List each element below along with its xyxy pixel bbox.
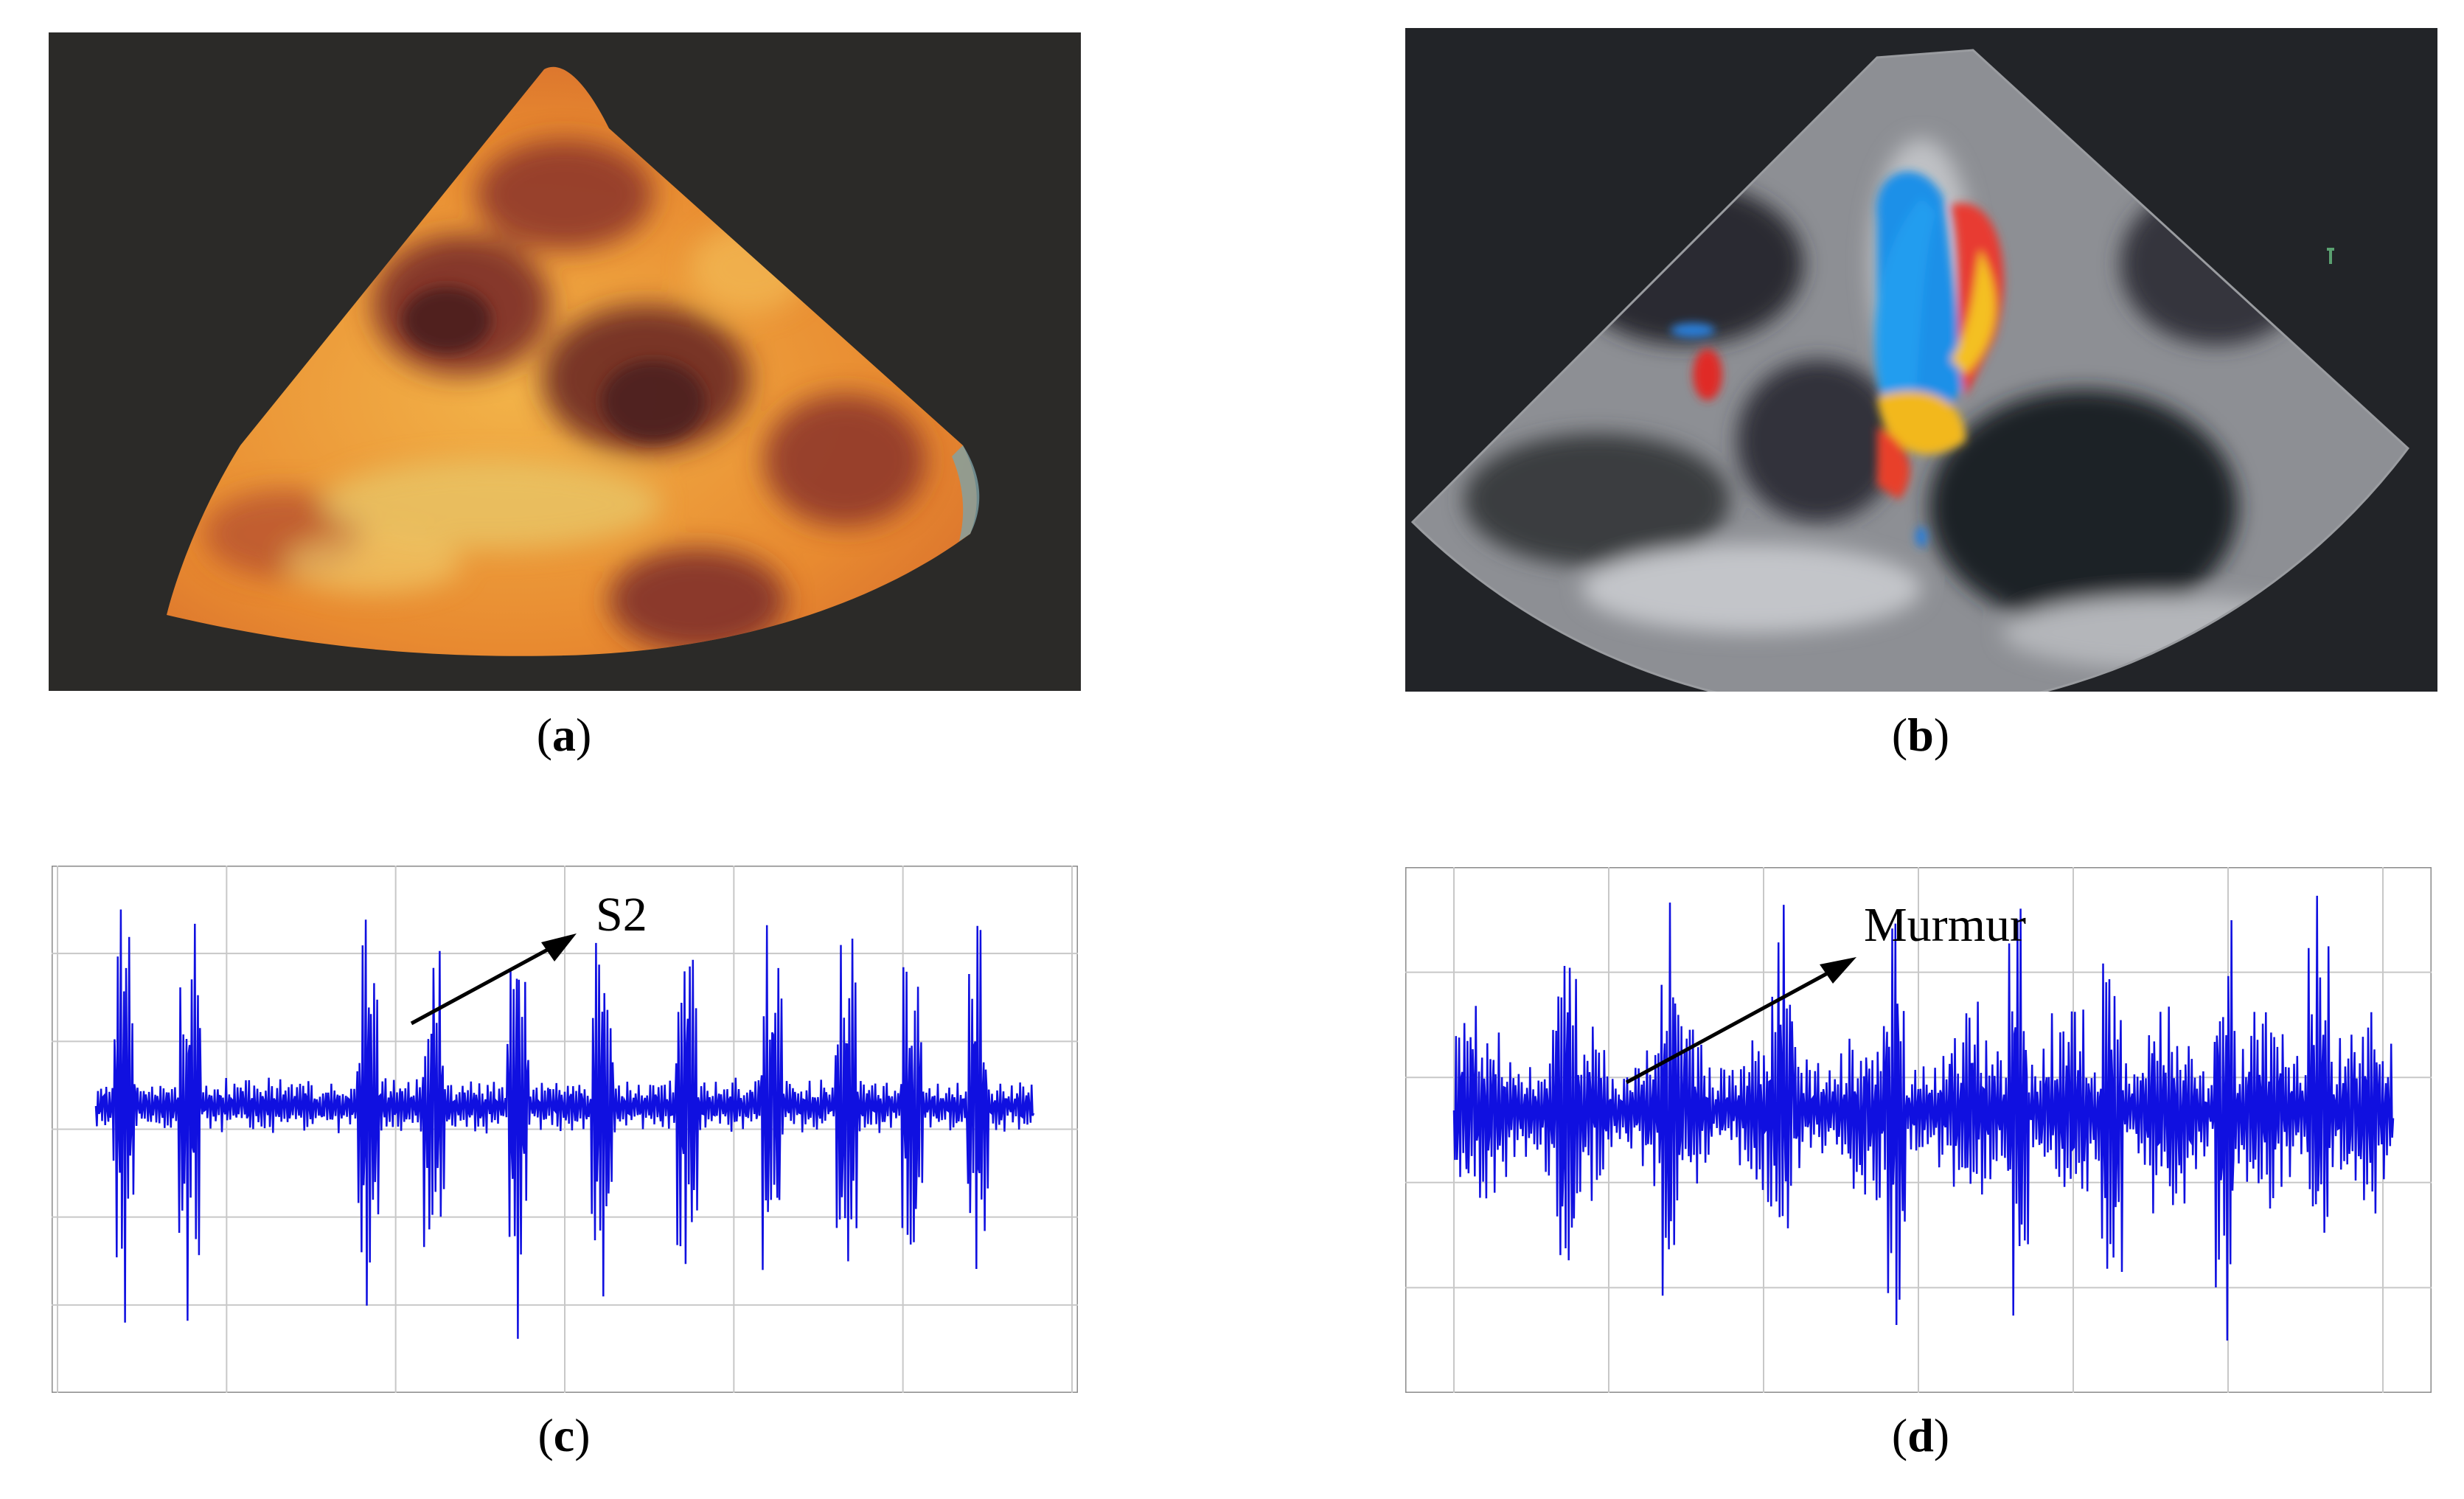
caption-d: (d) bbox=[1891, 1409, 1950, 1461]
caption-b: (b) bbox=[1891, 709, 1950, 761]
panel-c-chart: S2 bbox=[52, 866, 1078, 1393]
chart-c-waveform bbox=[94, 909, 1035, 1339]
doppler-echo-image bbox=[1405, 28, 2437, 692]
murmur-annotation-label: Murmur bbox=[1864, 898, 2026, 952]
panel-d-chart: Murmur bbox=[1405, 867, 2432, 1393]
panel-b-image bbox=[1405, 28, 2437, 692]
waveform-chart-d: Murmur bbox=[1405, 867, 2432, 1393]
caption-c: (c) bbox=[537, 1409, 591, 1461]
waveform-chart-c: S2 bbox=[52, 866, 1078, 1393]
caption-a: (a) bbox=[536, 709, 592, 761]
s2-annotation-arrow bbox=[410, 933, 577, 1026]
s2-annotation-label: S2 bbox=[596, 888, 647, 942]
murmur-annotation-arrow bbox=[1625, 957, 1856, 1085]
chart-d-waveform bbox=[1452, 895, 2395, 1341]
echo-3d-image bbox=[49, 32, 1081, 691]
panel-a-image bbox=[49, 32, 1081, 691]
